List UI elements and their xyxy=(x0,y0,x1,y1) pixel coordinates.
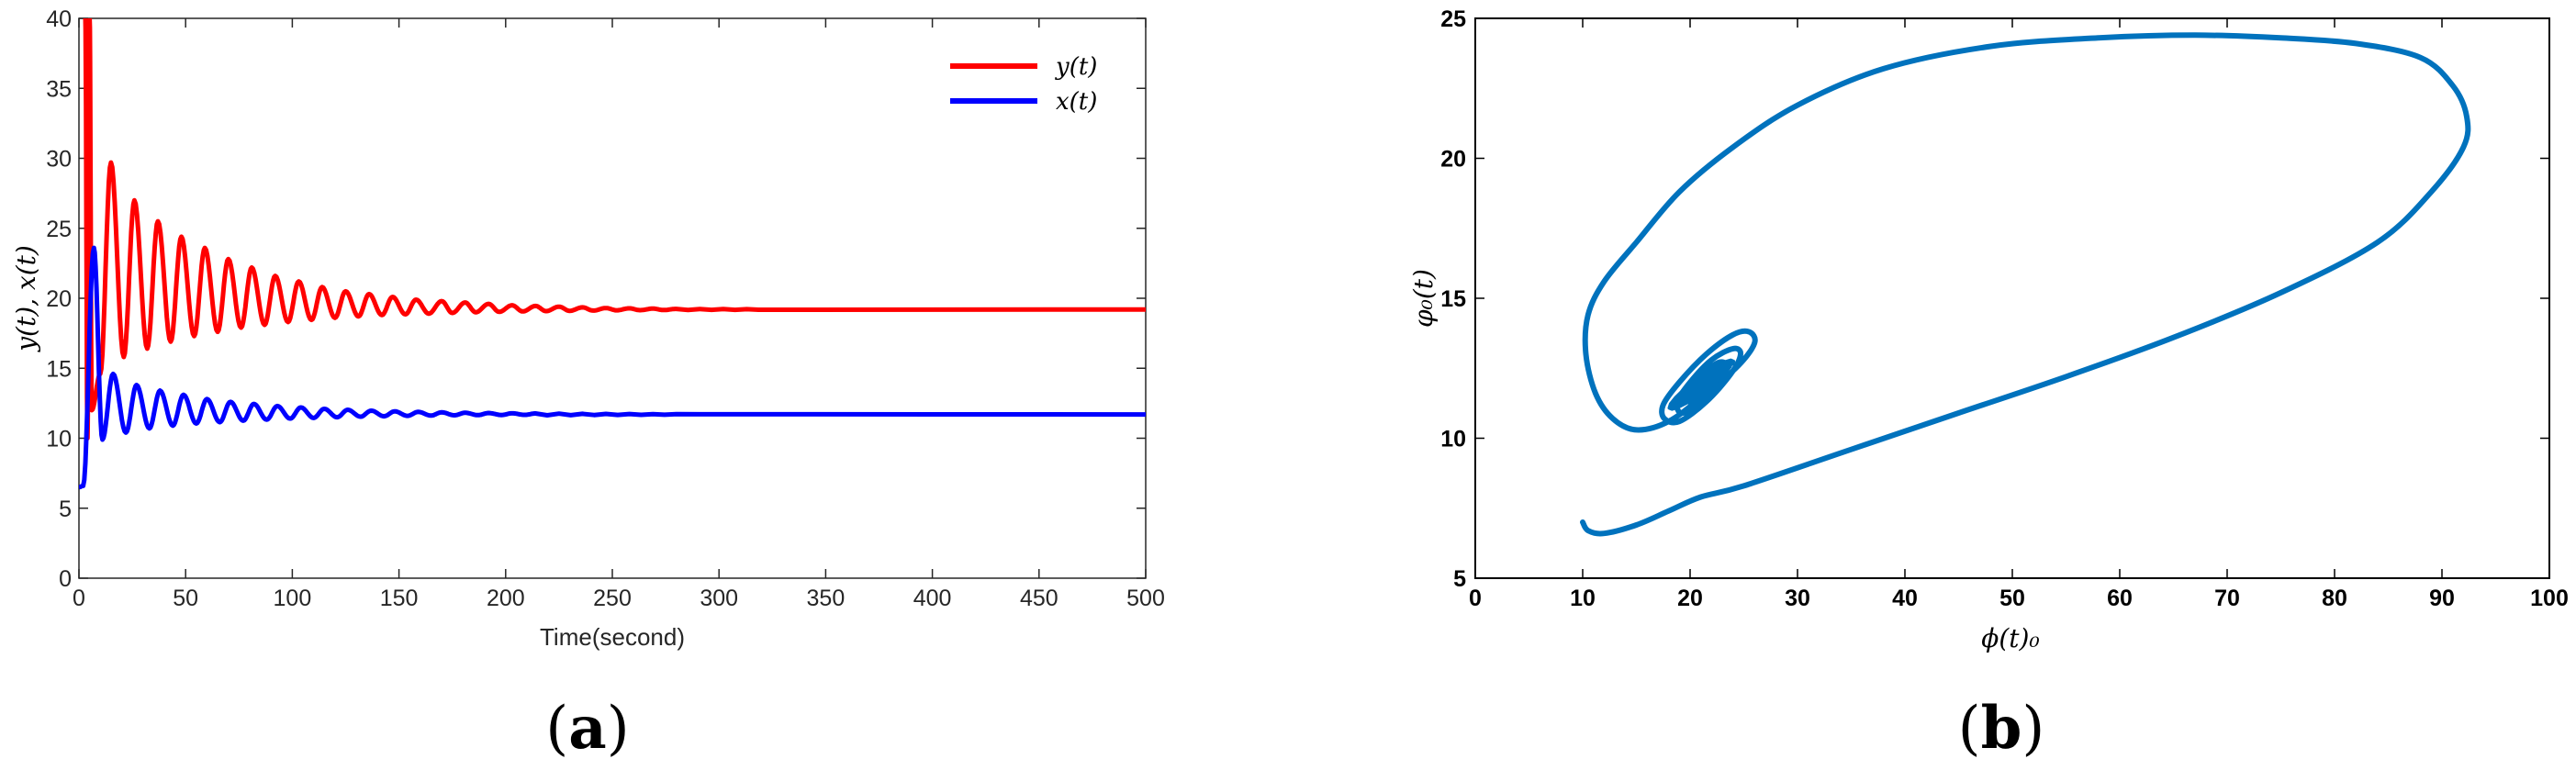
panel-b-x-tick-label: 20 xyxy=(1677,586,1703,611)
panel-a-y-axis-label: y(t), x(t) xyxy=(11,245,41,353)
panel-a-ticks: 0 50 100 150 200 250 300 350 400 450 500 0 5 10 15 20 25… xyxy=(46,6,1165,611)
panel-a-y-tick-label: 30 xyxy=(46,147,72,173)
panel-a-y-tick-label: 10 xyxy=(46,427,72,452)
panel-b-x-tick-label: 0 xyxy=(1469,586,1482,611)
panel-a-x-tick-label: 400 xyxy=(913,586,952,611)
panel-b-y-tick-label: 5 xyxy=(1453,566,1466,592)
panel-b-x-tick-label: 80 xyxy=(2322,586,2347,611)
panel-b-x-tick-label: 60 xyxy=(2107,586,2133,611)
panel-b-x-tick-label: 40 xyxy=(1892,586,1918,611)
panel-a-caption-letter: a xyxy=(568,694,606,763)
legend-label-x: x(t) xyxy=(1056,88,1097,116)
panel-a-y-tick-label: 0 xyxy=(59,566,72,592)
panel-b-x-tick-label: 10 xyxy=(1570,586,1596,611)
panel-a-y-tick-label: 20 xyxy=(46,286,72,312)
panel-a-y-tick-label: 5 xyxy=(59,497,72,522)
panel-a-legend: y(t) x(t) xyxy=(950,53,1097,116)
panel-b-axes-box xyxy=(1474,17,2550,579)
panel-a-x-tick-label: 200 xyxy=(487,586,525,611)
panel-b-caption-letter: b xyxy=(1981,694,2022,763)
panel-a-time-series: 0 50 100 150 200 250 300 350 400 450 500 0 5 10 15 20 25… xyxy=(11,6,1165,763)
panel-a-y-tick-label: 25 xyxy=(46,217,72,242)
panel-b-ticks: 0 10 20 30 40 50 60 70 80 90 100 5 10 15 20 25 xyxy=(1440,6,2569,611)
panel-a-caption: (a) xyxy=(545,694,629,763)
panel-b-y-axis-label: φ₀(t) xyxy=(1408,269,1439,328)
panel-b-x-tick-label: 30 xyxy=(1785,586,1810,611)
panel-b-caption: (b) xyxy=(1958,694,2045,763)
panel-b-series-layer xyxy=(1580,32,2471,537)
panel-a-x-tick-label: 300 xyxy=(700,586,738,611)
panel-a-x-tick-label: 150 xyxy=(380,586,419,611)
panel-a-x-tick-label: 450 xyxy=(1020,586,1058,611)
legend-label-y: y(t) xyxy=(1055,53,1097,81)
panel-b-x-tick-label: 70 xyxy=(2214,586,2240,611)
panel-a-x-axis-label: Time(second) xyxy=(540,623,685,651)
panel-b-y-tick-label: 15 xyxy=(1440,286,1466,312)
panel-a-x-tick-label: 350 xyxy=(807,586,846,611)
panel-a-x-tick-label: 100 xyxy=(274,586,312,611)
panel-a-x-tick-label: 0 xyxy=(73,586,85,611)
panel-b-y-tick-label: 10 xyxy=(1440,427,1466,452)
panel-a-x-tick-label: 250 xyxy=(593,586,632,611)
panel-b-x-tick-label: 100 xyxy=(2530,586,2569,611)
panel-b-y-tick-label: 20 xyxy=(1440,147,1466,173)
series-line-y xyxy=(83,18,1146,441)
panel-a-series-layer xyxy=(79,18,1146,490)
panel-a-y-tick-label: 40 xyxy=(46,6,72,32)
series-line-x xyxy=(79,245,1146,490)
panel-a-y-tick-label: 35 xyxy=(46,76,72,102)
panel-a-y-tick-label: 15 xyxy=(46,356,72,382)
phase-spiral-core xyxy=(1667,358,1736,411)
panel-b-x-tick-label: 50 xyxy=(1999,586,2025,611)
panel-a-x-tick-label: 50 xyxy=(173,586,198,611)
panel-b-x-tick-label: 90 xyxy=(2429,586,2455,611)
panel-b-y-tick-label: 25 xyxy=(1440,6,1466,32)
panel-b-x-axis-label: ϕ(t)₀ xyxy=(1981,623,2039,653)
panel-a-x-tick-label: 500 xyxy=(1126,586,1165,611)
panel-b-phase-portrait: 0 10 20 30 40 50 60 70 80 90 100 5 10 15 20 25 ϕ(t)₀ φ₀… xyxy=(1408,6,2569,763)
